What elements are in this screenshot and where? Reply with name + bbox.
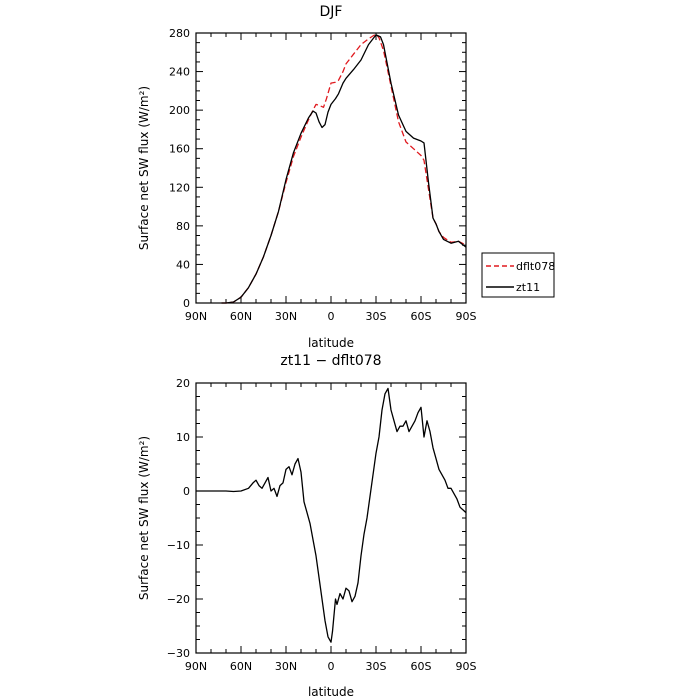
- y-tick-label: −20: [167, 593, 190, 606]
- x-tick-label: 30S: [366, 660, 387, 673]
- series-line-zt11: [221, 34, 467, 304]
- y-tick-label: −10: [167, 539, 190, 552]
- x-tick-label: 60N: [230, 310, 252, 323]
- x-tick-label: 90S: [456, 310, 477, 323]
- legend-label-dflt078: dflt078: [516, 260, 555, 273]
- y-tick-label: 10: [176, 431, 190, 444]
- x-tick-label: 90S: [456, 660, 477, 673]
- y-tick-label: 200: [169, 104, 190, 117]
- y-tick-label: 280: [169, 27, 190, 40]
- series-line-difference: [196, 387, 467, 643]
- top-panel-ylabel: Surface net SW flux (W/m²): [137, 86, 151, 250]
- x-tick-label: 30S: [366, 310, 387, 323]
- bottom-panel: zt11 − dflt078 Surface net SW flux (W/m²…: [137, 353, 477, 699]
- x-tick-label: 90N: [185, 660, 207, 673]
- y-tick-label: 40: [176, 258, 190, 271]
- bottom-panel-ylabel: Surface net SW flux (W/m²): [137, 436, 151, 600]
- legend: dflt078 zt11: [481, 252, 555, 298]
- x-tick-label: 60N: [230, 660, 252, 673]
- x-tick-label: 0: [328, 660, 335, 673]
- bottom-panel-title: zt11 − dflt078: [280, 353, 381, 369]
- top-panel-xlabel: latitude: [308, 336, 354, 350]
- plot-frame: [195, 382, 467, 654]
- y-tick-label: 0: [183, 297, 190, 310]
- top-panel-title: DJF: [320, 4, 343, 20]
- y-tick-label: 80: [176, 220, 190, 233]
- y-tick-label: 20: [176, 377, 190, 390]
- y-tick-label: 120: [169, 181, 190, 194]
- top-panel: DJF Surface net SW flux (W/m²) latitude …: [137, 4, 477, 350]
- legend-label-zt11: zt11: [516, 281, 540, 294]
- y-tick-label: 240: [169, 66, 190, 79]
- x-tick-label: 30N: [275, 660, 297, 673]
- x-tick-label: 30N: [275, 310, 297, 323]
- series-line-dflt078: [221, 33, 467, 304]
- x-tick-label: 60S: [411, 310, 432, 323]
- y-tick-label: 160: [169, 143, 190, 156]
- x-tick-label: 60S: [411, 660, 432, 673]
- bottom-panel-xlabel: latitude: [308, 685, 354, 699]
- x-tick-label: 0: [328, 310, 335, 323]
- x-tick-label: 90N: [185, 310, 207, 323]
- y-tick-label: −30: [167, 647, 190, 660]
- y-tick-label: 0: [183, 485, 190, 498]
- legend-box: [481, 252, 555, 298]
